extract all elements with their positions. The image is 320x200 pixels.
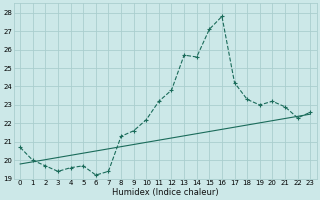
X-axis label: Humidex (Indice chaleur): Humidex (Indice chaleur) [112,188,219,197]
